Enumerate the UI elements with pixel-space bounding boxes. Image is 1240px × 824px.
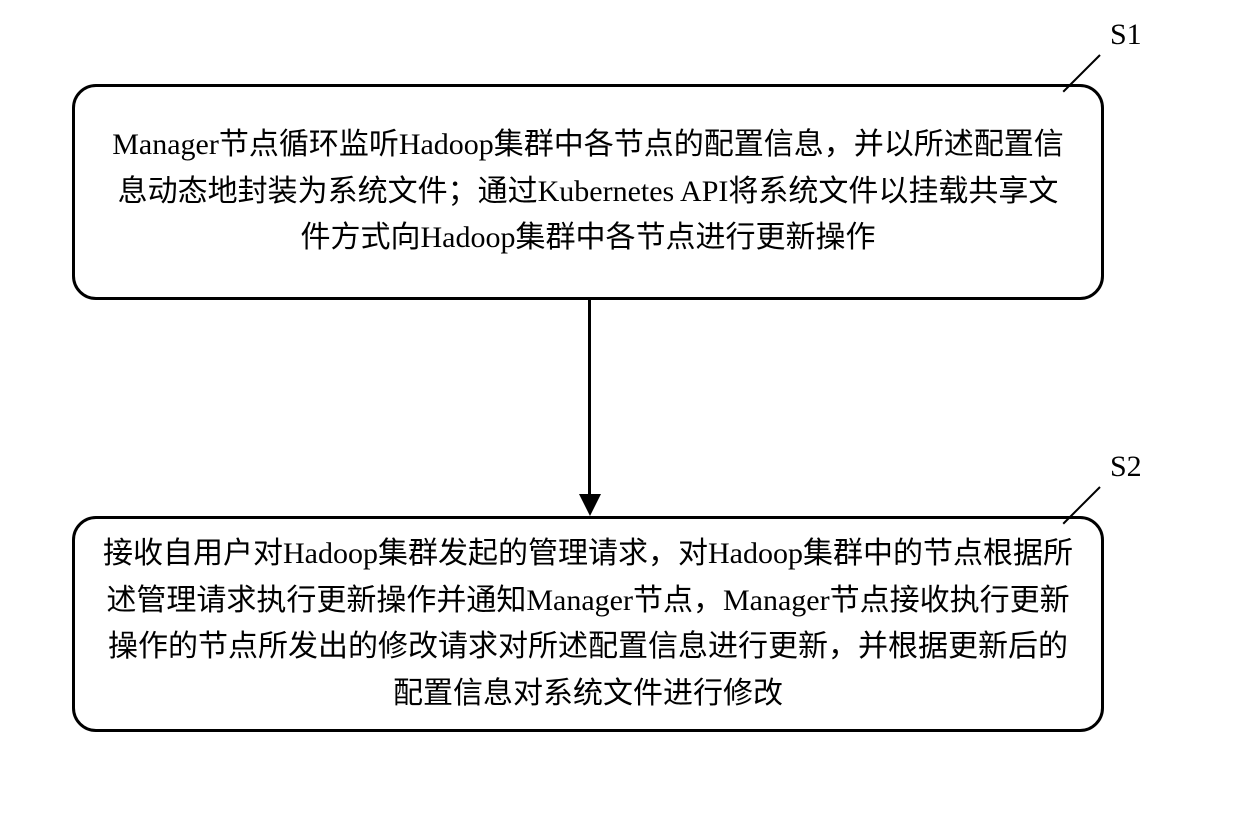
step-box-s1: Manager节点循环监听Hadoop集群中各节点的配置信息，并以所述配置信息动… [72,84,1104,300]
step-label-s1: S1 [1110,18,1142,52]
step-box-s2: 接收自用户对Hadoop集群发起的管理请求，对Hadoop集群中的节点根据所述管… [72,516,1104,732]
flowchart-container: Manager节点循环监听Hadoop集群中各节点的配置信息，并以所述配置信息动… [0,0,1240,824]
step-text-s1: Manager节点循环监听Hadoop集群中各节点的配置信息，并以所述配置信息动… [103,122,1073,262]
arrow-line-s1-s2 [588,300,591,494]
step-text-s2: 接收自用户对Hadoop集群发起的管理请求，对Hadoop集群中的节点根据所述管… [103,531,1073,717]
arrow-head-s1-s2 [579,494,601,516]
step-label-s2: S2 [1110,450,1142,484]
